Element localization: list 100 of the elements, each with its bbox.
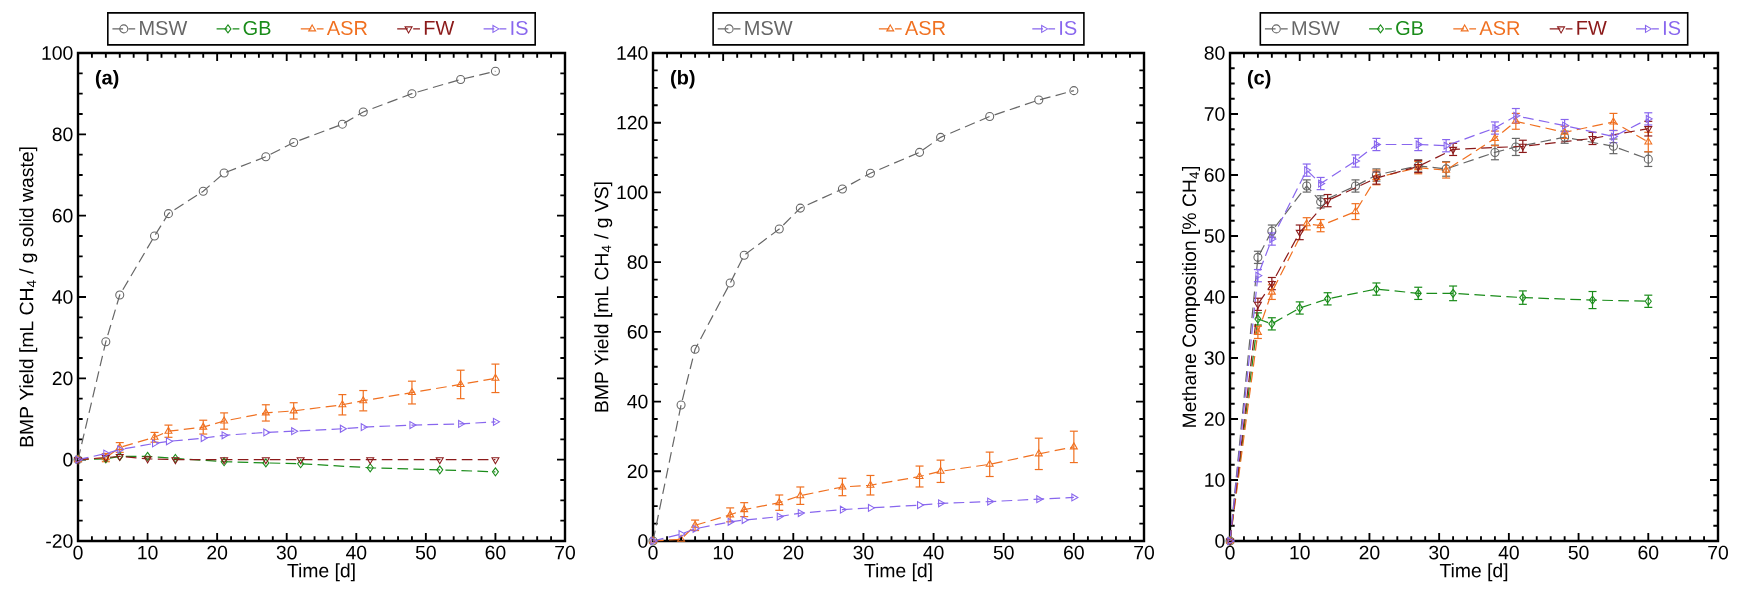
annotation: (c) <box>1247 69 1271 89</box>
point <box>458 419 466 428</box>
point <box>1034 449 1043 457</box>
point <box>837 184 847 194</box>
x-tick-label: 70 <box>1134 545 1154 560</box>
y-tick-label: 100 <box>617 185 648 200</box>
point <box>936 132 946 142</box>
point <box>198 186 208 196</box>
point <box>938 499 946 508</box>
legend-label: GB <box>243 20 271 36</box>
point <box>987 497 995 506</box>
y-tick-label: -20 <box>46 534 73 548</box>
y-tick-label: 60 <box>1204 168 1225 182</box>
x-tick-label: 60 <box>1064 545 1084 560</box>
legend-label: IS <box>511 20 528 36</box>
point <box>289 137 299 148</box>
x-tick-label: 30 <box>276 545 297 560</box>
point <box>491 373 500 381</box>
point <box>163 209 173 219</box>
point <box>261 152 271 162</box>
x-tick-label: 0 <box>1225 545 1235 560</box>
point <box>200 434 208 443</box>
point <box>676 400 686 410</box>
point <box>775 498 784 506</box>
y-axis-title: Methane Composition [% CH$_{4}$] <box>1181 166 1200 427</box>
point <box>1490 147 1500 157</box>
legend-label: ASR <box>1479 20 1520 36</box>
y-tick-label: 70 <box>1204 107 1225 121</box>
point <box>296 457 305 465</box>
point <box>289 406 298 414</box>
point <box>359 396 368 404</box>
point <box>291 427 299 436</box>
point <box>143 456 152 464</box>
point <box>491 457 500 465</box>
x-tick-label: 60 <box>1638 545 1659 560</box>
point <box>436 465 444 475</box>
point <box>491 467 499 477</box>
point <box>360 423 368 432</box>
point <box>261 408 270 416</box>
point <box>795 203 805 213</box>
x-tick-label: 10 <box>138 545 158 560</box>
point <box>725 278 735 288</box>
point <box>1588 295 1597 305</box>
legend-label: GB <box>1396 20 1423 36</box>
point <box>221 431 229 440</box>
legend-label: IS <box>1060 20 1077 36</box>
y-tick-label: 140 <box>617 46 648 60</box>
x-tick-label: 30 <box>853 545 874 560</box>
point <box>867 503 875 512</box>
point <box>117 445 125 454</box>
point <box>865 168 875 178</box>
y-tick-label: 60 <box>52 208 73 223</box>
point <box>1034 95 1044 105</box>
point <box>915 471 924 480</box>
point <box>985 459 994 467</box>
point <box>263 428 271 437</box>
point <box>492 417 500 426</box>
point <box>796 491 805 499</box>
point <box>337 119 347 129</box>
point <box>220 416 229 424</box>
point <box>219 168 229 178</box>
annotation: (a) <box>95 69 119 89</box>
y-tick-label: 50 <box>1204 229 1225 243</box>
point <box>1036 495 1044 504</box>
y-tick-label: 20 <box>627 464 648 479</box>
point <box>171 453 179 463</box>
point <box>839 505 847 514</box>
x-axis-title: Time [d] <box>864 563 932 582</box>
point <box>985 111 995 121</box>
x-tick-label: 20 <box>783 545 804 560</box>
legend-label: ASR <box>326 20 367 36</box>
point <box>1302 219 1311 227</box>
point <box>1449 146 1458 154</box>
point <box>1518 143 1527 151</box>
y-axis-title: BMP Yield [mL CH$_{4}$ / g VS] <box>594 182 613 412</box>
y-tick-label: 0 <box>63 452 73 467</box>
y-tick-label: 120 <box>617 115 648 130</box>
point <box>358 107 368 117</box>
point <box>1295 229 1304 237</box>
point <box>690 344 700 354</box>
x-axis-title: Time [d] <box>287 563 355 582</box>
point <box>366 463 374 473</box>
x-tick-label: 40 <box>345 545 367 560</box>
x-tick-label: 20 <box>207 545 228 560</box>
point <box>691 520 700 528</box>
point <box>1608 141 1618 151</box>
y-tick-label: 20 <box>52 371 73 386</box>
x-tick-label: 0 <box>648 545 658 560</box>
point <box>1351 207 1360 215</box>
x-axis-title: Time [d] <box>1439 563 1508 582</box>
y-tick-label: 60 <box>627 325 648 339</box>
y-tick-label: 40 <box>1204 290 1225 304</box>
point <box>338 400 347 408</box>
point <box>149 231 160 241</box>
point <box>866 480 875 488</box>
point <box>144 451 152 461</box>
x-tick-label: 50 <box>415 545 436 560</box>
x-tick-label: 20 <box>1359 545 1380 560</box>
y-tick-label: 100 <box>42 46 73 60</box>
point <box>678 530 686 539</box>
